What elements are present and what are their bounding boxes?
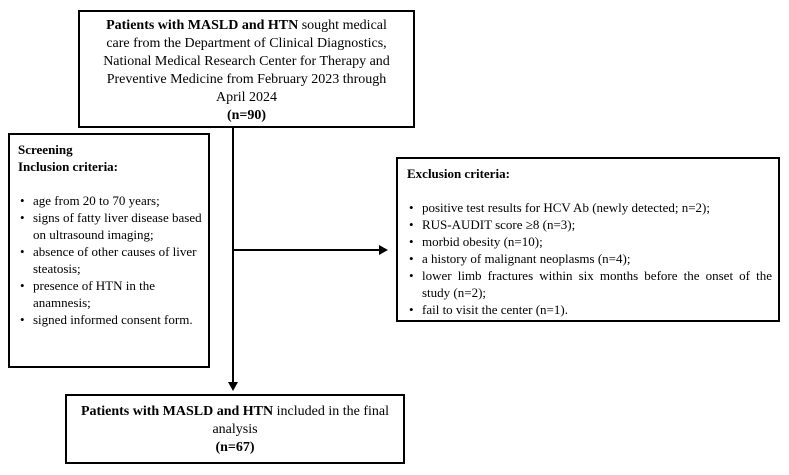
horizontal-connector-line bbox=[233, 249, 380, 251]
list-item: absence of other causes of liver steatos… bbox=[18, 243, 202, 277]
screening-heading: Screening bbox=[18, 142, 73, 157]
list-item: age from 20 to 70 years; bbox=[18, 192, 202, 209]
list-item: presence of HTN in the anamnesis; bbox=[18, 277, 202, 311]
list-item: a history of malignant neoplasms (n=4); bbox=[407, 250, 772, 267]
inclusion-criteria-box: Screening Inclusion criteria: age from 2… bbox=[8, 133, 210, 368]
final-analysis-box: Patients with MASLD and HTN included in … bbox=[65, 394, 405, 464]
study-population-body: sought medical care from the Department … bbox=[103, 18, 390, 105]
exclusion-criteria-list: positive test results for HCV Ab (newly … bbox=[407, 199, 772, 318]
final-analysis-body: included in the final analysis bbox=[212, 404, 389, 437]
list-item: positive test results for HCV Ab (newly … bbox=[407, 199, 772, 216]
list-item: signs of fatty liver disease based on ul… bbox=[18, 209, 202, 243]
final-analysis-bold-lead: Patients with MASLD and HTN bbox=[81, 404, 274, 419]
study-population-count: (n=90) bbox=[226, 108, 267, 123]
study-population-box: Patients with MASLD and HTN sought medic… bbox=[78, 10, 415, 128]
list-item: lower limb fractures within six months b… bbox=[407, 267, 772, 301]
exclusion-criteria-box: Exclusion criteria: positive test result… bbox=[396, 157, 780, 322]
vertical-connector-line bbox=[232, 127, 234, 383]
arrow-down-icon bbox=[228, 382, 238, 391]
inclusion-criteria-list: age from 20 to 70 years; signs of fatty … bbox=[18, 192, 202, 328]
final-analysis-count: (n=67) bbox=[215, 440, 255, 455]
inclusion-criteria-heading: Inclusion criteria: bbox=[18, 159, 119, 174]
list-item: fail to visit the center (n=1). bbox=[407, 301, 772, 318]
study-population-bold-lead: Patients with MASLD and HTN bbox=[106, 18, 299, 33]
list-item: RUS-AUDIT score ≥8 (n=3); bbox=[407, 216, 772, 233]
list-item: morbid obesity (n=10); bbox=[407, 233, 772, 250]
arrow-right-icon bbox=[379, 245, 388, 255]
list-item: signed informed consent form. bbox=[18, 311, 202, 328]
exclusion-criteria-heading: Exclusion criteria: bbox=[407, 166, 510, 181]
